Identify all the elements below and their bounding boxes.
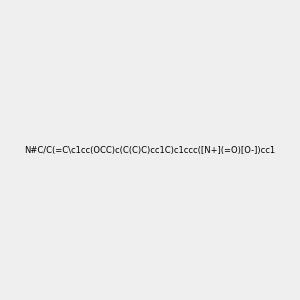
Text: N#C/C(=C\c1cc(OCC)c(C(C)C)cc1C)c1ccc([N+](=O)[O-])cc1: N#C/C(=C\c1cc(OCC)c(C(C)C)cc1C)c1ccc([N+… (24, 146, 276, 154)
